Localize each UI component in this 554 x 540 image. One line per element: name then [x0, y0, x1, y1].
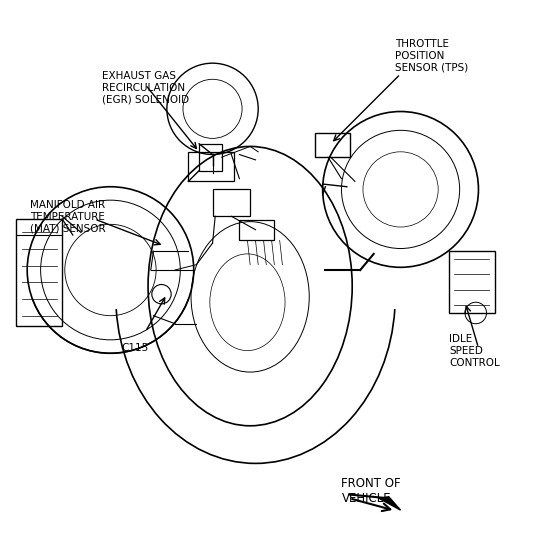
Bar — [188, 152, 234, 181]
Text: MANIFOLD AIR
TEMPERATURE
(MAT) SENSOR: MANIFOLD AIR TEMPERATURE (MAT) SENSOR — [30, 200, 105, 233]
Bar — [239, 220, 274, 240]
Text: EXHAUST GAS
RECIRCULATION
(EGR) SOLENOID: EXHAUST GAS RECIRCULATION (EGR) SOLENOID — [102, 71, 189, 104]
Text: FRONT OF
VEHICLE: FRONT OF VEHICLE — [341, 477, 401, 505]
Bar — [213, 190, 250, 217]
Text: IDLE
SPEED
CONTROL: IDLE SPEED CONTROL — [449, 334, 500, 368]
Bar — [449, 251, 495, 313]
Text: THROTTLE
POSITION
SENSOR (TPS): THROTTLE POSITION SENSOR (TPS) — [395, 39, 469, 72]
Text: C115: C115 — [121, 342, 148, 353]
Bar — [315, 133, 350, 157]
Bar — [199, 144, 222, 171]
Polygon shape — [379, 497, 401, 510]
